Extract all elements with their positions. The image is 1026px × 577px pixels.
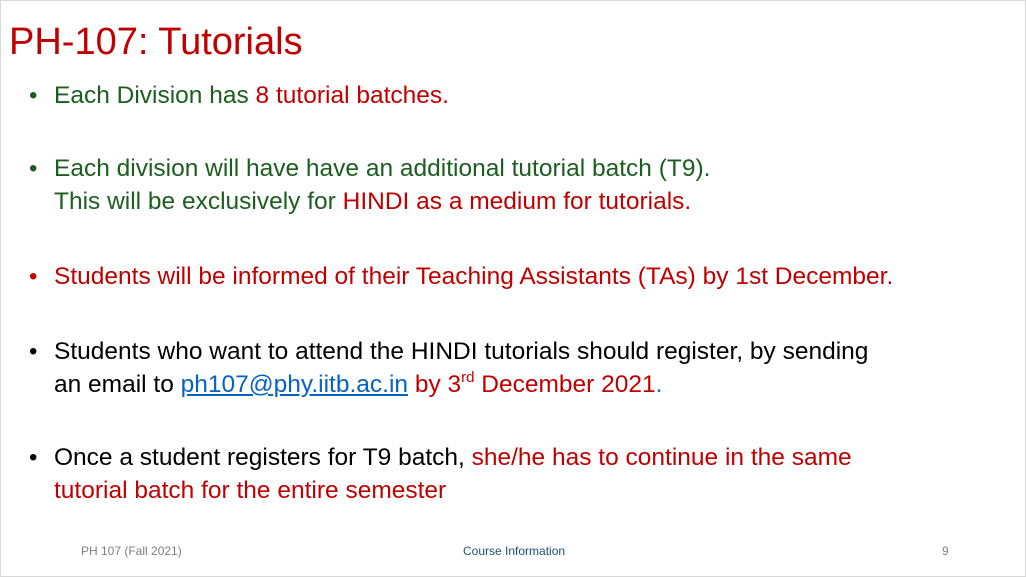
bullet-list: • Each Division has 8 tutorial batches. … [29,79,1019,507]
bullet-text: Students will be informed of their Teach… [54,263,894,290]
bullet-marker: • [29,338,38,365]
highlight-text: 8 tutorial batches. [255,82,449,109]
bullet-text: Each division will have have an addition… [54,155,711,182]
highlight-text: she/he has to continue in the same [471,444,852,471]
highlight-text: HINDI as a medium for tutorials. [342,188,692,215]
period-text: . [655,371,663,398]
ordinal-suffix: rd [461,369,475,386]
footer-course: PH 107 (Fall 2021) [81,544,182,558]
bullet-item-teaching-assistants: • Students will be informed of their Tea… [29,260,1019,293]
deadline-text: by 3 [408,371,462,398]
bullet-text: an email to [54,371,181,398]
footer-section: Course Information [463,544,566,558]
email-link[interactable]: ph107@phy.iitb.ac.in [180,371,409,398]
bullet-text: Students who want to attend the HINDI tu… [54,338,869,365]
bullet-marker: • [29,82,38,109]
bullet-marker: • [29,263,38,290]
deadline-text: December 2021 [474,371,656,398]
bullet-marker: • [29,155,38,182]
bullet-item-division-batches: • Each Division has 8 tutorial batches. [29,79,1019,112]
bullet-text: Each Division has [54,82,256,109]
slide-number: 9 [942,544,949,558]
bullet-item-additional-batch: • Each division will have have an additi… [29,152,1019,218]
bullet-text: Once a student registers for T9 batch, [54,444,472,471]
slide-title: PH-107: Tutorials [9,21,303,63]
bullet-item-t9-commitment: • Once a student registers for T9 batch,… [29,441,1019,507]
bullet-text: This will be exclusively for [54,188,343,215]
bullet-item-hindi-registration: • Students who want to attend the HINDI … [29,335,1019,401]
bullet-marker: • [29,444,38,471]
highlight-text: tutorial batch for the entire semester [54,477,447,504]
